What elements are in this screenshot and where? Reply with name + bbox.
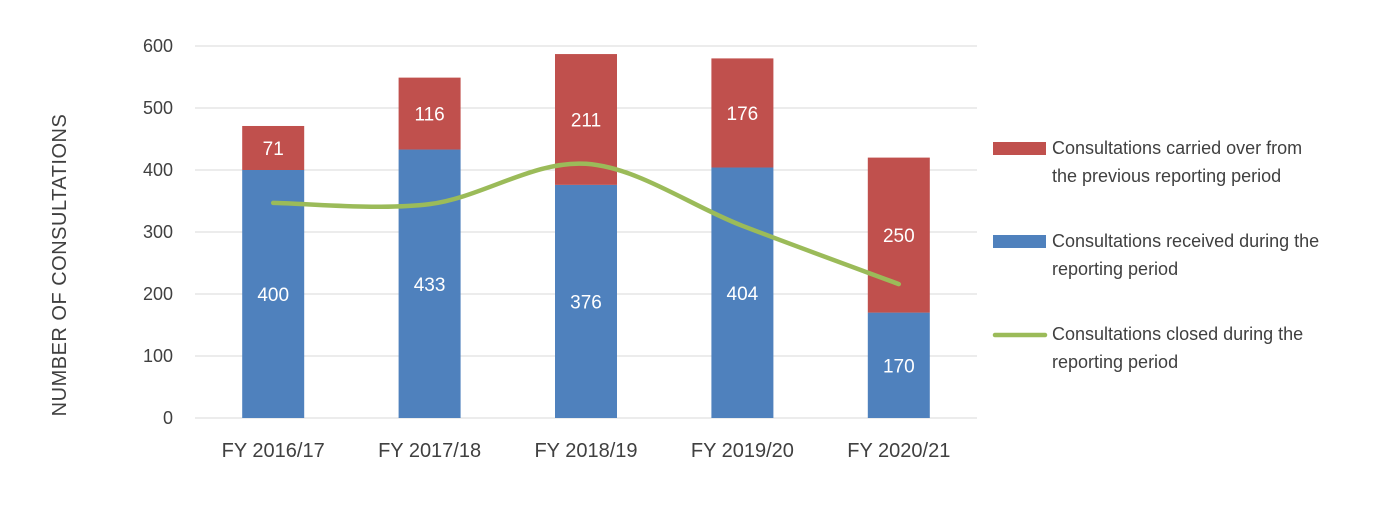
bar-carried-over: [242, 125, 305, 170]
x-tick-label: FY 2018/19: [534, 440, 637, 462]
closed-line: [270, 161, 902, 287]
y-tick-label: 0: [163, 408, 173, 428]
bar-carried-over: [711, 58, 774, 168]
legend-entry: Consultations closed during the: [1052, 324, 1303, 344]
data-label: 116: [414, 105, 444, 126]
bar-received: [398, 149, 461, 419]
y-axis-ticks: 0 100 200 300 400 500 600: [143, 36, 173, 428]
x-tick-label: FY 2016/17: [222, 440, 325, 462]
legend-entry: reporting period: [1052, 259, 1178, 279]
x-tick-label: FY 2017/18: [378, 440, 481, 462]
y-tick-label: 400: [143, 160, 173, 180]
y-tick-label: 300: [143, 222, 173, 242]
legend-entry: reporting period: [1052, 352, 1178, 372]
legend-entry: Consultations received during the: [1052, 231, 1319, 251]
data-label: 170: [883, 356, 915, 377]
y-tick-label: 200: [143, 284, 173, 304]
legend-entry: the previous reporting period: [1052, 166, 1281, 186]
data-label: 250: [883, 226, 915, 247]
bar-received: [867, 312, 930, 418]
data-label: 400: [257, 285, 289, 306]
data-label: 404: [727, 284, 759, 305]
bar-received: [555, 184, 617, 418]
data-label: 176: [727, 104, 759, 125]
legend-swatch: [993, 235, 1046, 248]
legend: Consultations carried over from the previ…: [992, 138, 1319, 372]
bar-carried-over: [867, 157, 930, 313]
x-axis-ticks: FY 2016/17 FY 2017/18 FY 2018/19 FY 2019/20…: [222, 440, 951, 462]
y-tick-label: 600: [143, 36, 173, 56]
y-tick-label: 500: [143, 98, 173, 118]
bar-received: [711, 167, 774, 418]
bars: 400 71 433 116 376 211 404 176 170 250: [242, 54, 930, 419]
data-label: 71: [263, 139, 284, 160]
y-tick-label: 100: [143, 346, 173, 366]
y-axis-label: NUMBER OF CONSULTATIONS: [49, 114, 71, 417]
legend-swatch: [993, 142, 1046, 155]
bar-carried-over: [398, 77, 461, 150]
line-closed: [270, 161, 902, 287]
bar-received: [242, 170, 305, 418]
legend-entry: Consultations carried over from: [1052, 138, 1302, 158]
data-label: 211: [571, 110, 601, 131]
x-tick-label: FY 2020/21: [847, 440, 950, 462]
x-tick-label: FY 2019/20: [691, 440, 794, 462]
data-label: 433: [414, 275, 446, 296]
data-label: 376: [570, 292, 602, 313]
